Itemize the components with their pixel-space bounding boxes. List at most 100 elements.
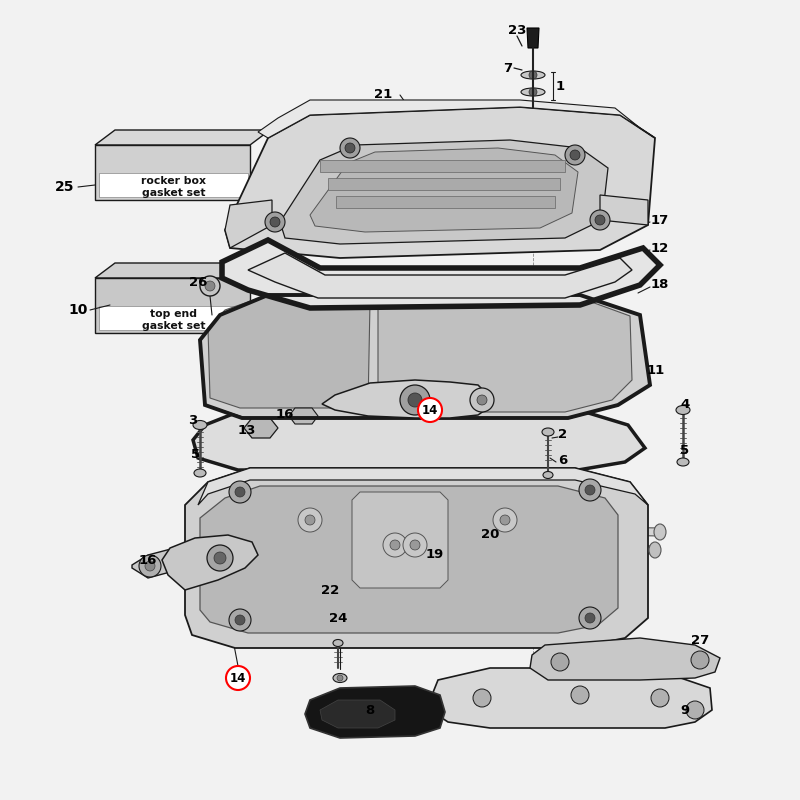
- Circle shape: [390, 540, 400, 550]
- Polygon shape: [328, 178, 560, 190]
- Circle shape: [400, 385, 430, 415]
- Polygon shape: [280, 140, 608, 244]
- Ellipse shape: [654, 524, 666, 540]
- Polygon shape: [225, 200, 272, 248]
- Circle shape: [551, 653, 569, 671]
- Ellipse shape: [333, 674, 347, 682]
- Polygon shape: [185, 468, 648, 648]
- Circle shape: [410, 540, 420, 550]
- Polygon shape: [352, 492, 448, 588]
- Text: 8: 8: [366, 703, 374, 717]
- Circle shape: [214, 552, 226, 564]
- Polygon shape: [440, 540, 655, 554]
- Text: rocker box
gasket set: rocker box gasket set: [141, 176, 206, 198]
- Text: 11: 11: [647, 363, 665, 377]
- Polygon shape: [200, 295, 650, 418]
- Polygon shape: [95, 145, 250, 200]
- Text: 9: 9: [681, 703, 690, 717]
- Text: 17: 17: [651, 214, 669, 226]
- Polygon shape: [225, 107, 655, 258]
- Ellipse shape: [543, 471, 553, 478]
- Circle shape: [585, 485, 595, 495]
- Circle shape: [383, 533, 407, 557]
- Polygon shape: [99, 306, 248, 330]
- Polygon shape: [162, 535, 258, 590]
- Polygon shape: [289, 408, 318, 424]
- Text: 12: 12: [651, 242, 669, 254]
- Polygon shape: [200, 486, 618, 633]
- Polygon shape: [378, 296, 632, 412]
- Circle shape: [500, 515, 510, 525]
- Ellipse shape: [542, 428, 554, 436]
- Polygon shape: [320, 700, 395, 728]
- Circle shape: [345, 143, 355, 153]
- Circle shape: [529, 88, 537, 96]
- Circle shape: [298, 508, 322, 532]
- Text: 19: 19: [426, 549, 444, 562]
- Polygon shape: [530, 638, 720, 680]
- Circle shape: [408, 393, 422, 407]
- Polygon shape: [222, 240, 660, 308]
- Circle shape: [691, 651, 709, 669]
- Circle shape: [139, 555, 161, 577]
- Circle shape: [473, 689, 491, 707]
- Text: 13: 13: [238, 423, 256, 437]
- Polygon shape: [600, 195, 648, 225]
- Text: 25: 25: [55, 180, 74, 194]
- Circle shape: [651, 689, 669, 707]
- Circle shape: [590, 210, 610, 230]
- Polygon shape: [305, 686, 445, 738]
- Ellipse shape: [193, 421, 207, 430]
- Circle shape: [270, 217, 280, 227]
- Circle shape: [229, 481, 251, 503]
- Polygon shape: [248, 253, 632, 298]
- Text: 5: 5: [191, 449, 201, 462]
- Polygon shape: [132, 545, 210, 578]
- Circle shape: [571, 686, 589, 704]
- Text: 21: 21: [374, 89, 392, 102]
- Text: 22: 22: [321, 583, 339, 597]
- Circle shape: [337, 675, 343, 681]
- Circle shape: [477, 395, 487, 405]
- Polygon shape: [310, 148, 578, 232]
- Polygon shape: [95, 263, 270, 278]
- Text: 3: 3: [188, 414, 198, 426]
- Polygon shape: [198, 468, 648, 505]
- Polygon shape: [99, 173, 248, 197]
- Ellipse shape: [677, 458, 689, 466]
- Text: 23: 23: [508, 23, 526, 37]
- Circle shape: [226, 666, 250, 690]
- Polygon shape: [336, 196, 555, 208]
- Text: 14: 14: [230, 671, 246, 685]
- Polygon shape: [430, 668, 712, 728]
- Circle shape: [235, 487, 245, 497]
- Circle shape: [229, 609, 251, 631]
- Circle shape: [565, 145, 585, 165]
- Circle shape: [205, 281, 215, 291]
- Circle shape: [585, 613, 595, 623]
- Text: top end
gasket set: top end gasket set: [142, 309, 206, 331]
- Circle shape: [686, 701, 704, 719]
- Circle shape: [529, 71, 537, 79]
- Circle shape: [579, 479, 601, 501]
- Text: 14: 14: [422, 403, 438, 417]
- Polygon shape: [320, 160, 565, 172]
- Ellipse shape: [676, 406, 690, 414]
- Circle shape: [265, 212, 285, 232]
- Text: 27: 27: [691, 634, 709, 646]
- Polygon shape: [322, 380, 488, 418]
- Circle shape: [200, 276, 220, 296]
- Text: 2: 2: [558, 429, 567, 442]
- Circle shape: [403, 533, 427, 557]
- Ellipse shape: [521, 71, 545, 79]
- Ellipse shape: [649, 542, 661, 558]
- Ellipse shape: [194, 469, 206, 477]
- Polygon shape: [527, 28, 539, 48]
- Text: 18: 18: [651, 278, 669, 291]
- Text: 16: 16: [139, 554, 157, 566]
- Text: 24: 24: [329, 611, 347, 625]
- Text: 7: 7: [503, 62, 513, 74]
- Circle shape: [570, 150, 580, 160]
- Text: 6: 6: [558, 454, 568, 466]
- Polygon shape: [440, 524, 660, 536]
